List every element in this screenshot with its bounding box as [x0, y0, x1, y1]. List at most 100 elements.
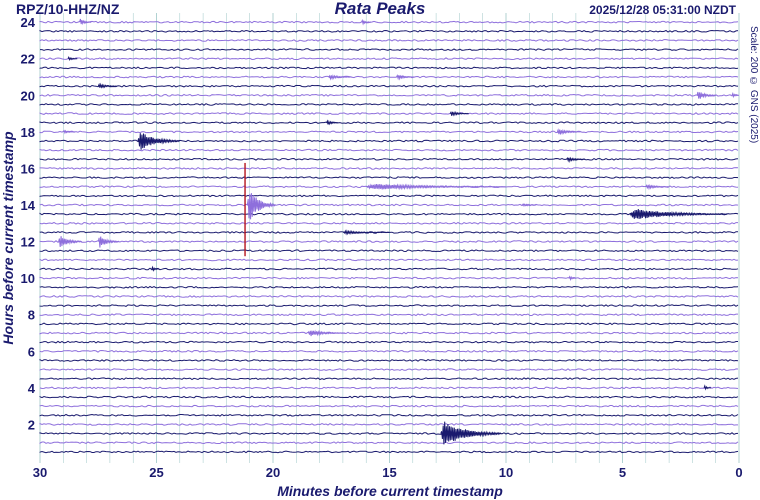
- trace-row: [39, 166, 739, 170]
- y-tick-label: 24: [21, 15, 36, 30]
- y-tick-label: 10: [21, 271, 35, 286]
- trace-row: [39, 267, 739, 271]
- y-tick-label: 14: [21, 198, 36, 213]
- event-waveform: [137, 133, 181, 150]
- trace-row: [39, 441, 739, 445]
- y-tick-label: 8: [28, 308, 35, 323]
- event-waveform: [361, 19, 372, 26]
- trace-row: [39, 130, 739, 134]
- trace-row: [39, 203, 739, 207]
- trace-row: [39, 121, 739, 125]
- x-tick-label: 25: [149, 465, 163, 480]
- event-waveform: [307, 329, 346, 337]
- event-waveform: [246, 193, 276, 220]
- trace-row: [39, 422, 738, 426]
- trace-row: [39, 194, 739, 198]
- trace-row: [39, 386, 739, 390]
- trace-row: [39, 404, 739, 408]
- event-waveform: [645, 183, 670, 191]
- event-waveform: [62, 129, 76, 135]
- event-waveform: [449, 110, 469, 117]
- trace-row: [39, 39, 739, 42]
- event-waveform: [326, 119, 339, 126]
- y-tick-label: 12: [21, 235, 35, 250]
- event-waveform: [521, 203, 537, 208]
- trace-row: [39, 349, 739, 353]
- x-tick-labels: 30 25 20 15 10 5 0: [33, 465, 743, 480]
- trace-row: [39, 249, 739, 253]
- event-waveform: [629, 209, 728, 219]
- x-tick-label: 15: [382, 465, 396, 480]
- seismic-traces: [39, 20, 739, 454]
- trace-row: [39, 322, 739, 326]
- event-waveform: [566, 156, 586, 163]
- x-tick-label: 5: [619, 465, 626, 480]
- trace-row: [39, 57, 739, 61]
- event-waveform: [67, 55, 78, 62]
- event-waveform: [97, 236, 120, 248]
- event-waveform: [366, 183, 507, 191]
- y-axis-label: Hours before current timestamp: [0, 131, 16, 345]
- event-waveform: [342, 229, 390, 236]
- event-waveform: [568, 275, 577, 282]
- trace-row: [39, 84, 739, 88]
- event-waveform: [703, 384, 712, 391]
- station-code: RPZ/10-HHZ/NZ: [16, 1, 120, 17]
- chart-title: Rata Peaks: [334, 0, 426, 18]
- x-tick-label: 30: [33, 465, 47, 480]
- trace-row: [39, 103, 739, 106]
- y-tick-label: 16: [21, 161, 35, 176]
- trace-row: [39, 295, 739, 298]
- trace-row: [39, 358, 739, 362]
- event-waveform: [731, 92, 740, 99]
- trace-row: [39, 276, 739, 280]
- trace-row: [39, 450, 739, 454]
- trace-row: [40, 48, 739, 51]
- event-waveform: [440, 421, 502, 445]
- trace-row: [39, 212, 739, 216]
- y-tick-label: 2: [28, 417, 35, 432]
- trace-row: [39, 395, 739, 399]
- event-waveform: [79, 18, 92, 26]
- trace-row: [39, 368, 739, 371]
- trace-row: [39, 331, 739, 335]
- trace-row: [39, 29, 739, 33]
- trace-row: [39, 66, 739, 70]
- trace-row: [39, 258, 739, 262]
- trace-row: [39, 176, 739, 179]
- event-waveform: [58, 236, 83, 247]
- event-waveform: [396, 74, 416, 81]
- trace-row: [39, 432, 739, 435]
- current-timestamp: 2025/12/28 05:31:00 NZDT: [589, 3, 736, 17]
- event-waveform: [97, 82, 118, 89]
- trace-row: [39, 340, 738, 344]
- trace-row: [39, 304, 739, 307]
- x-tick-label: 0: [735, 465, 742, 480]
- x-tick-label: 10: [499, 465, 513, 480]
- event-waveform: [556, 128, 581, 135]
- y-tick-label: 22: [21, 52, 35, 67]
- trace-row: [39, 20, 739, 24]
- trace-row: [39, 285, 739, 289]
- scale-note: Scale: 200 © GNS (2025): [748, 26, 759, 144]
- event-waveform: [151, 265, 159, 272]
- trace-row: [39, 148, 739, 152]
- event-waveform: [328, 74, 353, 81]
- trace-row: [39, 221, 738, 225]
- y-tick-label: 20: [21, 88, 35, 103]
- y-tick-label: 18: [21, 125, 35, 140]
- trace-row: [39, 75, 739, 79]
- y-tick-label: 4: [28, 381, 36, 396]
- trace-row: [39, 112, 739, 116]
- grid-lines: [39, 13, 740, 463]
- seismic-events: [58, 18, 740, 445]
- x-axis-label: Minutes before current timestamp: [277, 483, 503, 499]
- trace-row: [39, 93, 739, 97]
- y-tick-label: 6: [28, 344, 35, 359]
- trace-row: [39, 413, 739, 417]
- trace-row: [39, 313, 738, 317]
- trace-row: [39, 157, 739, 161]
- trace-row: [39, 377, 739, 381]
